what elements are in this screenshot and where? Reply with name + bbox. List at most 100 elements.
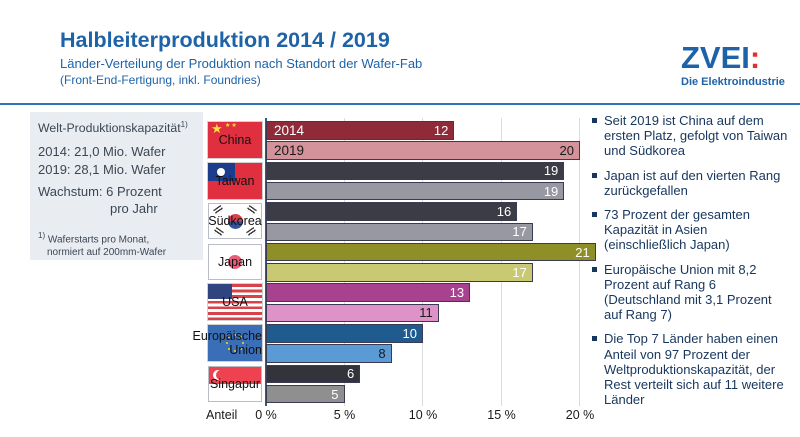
capacity-2019: 2019: 28,1 Mio. Wafer — [38, 161, 166, 177]
bar-value-label: 8 — [378, 346, 386, 362]
bar-value-label: 19 — [543, 183, 559, 199]
bar-2019-usa: 11 — [266, 303, 439, 323]
flag-band — [209, 366, 261, 384]
star-icon: ★ — [211, 121, 223, 136]
usa-flag-icon — [208, 284, 262, 321]
note-item: 73 Prozent der gesamten Kapazität in Asi… — [591, 207, 792, 253]
y-axis-line — [265, 118, 267, 406]
canton-shape — [208, 284, 232, 300]
trigram-icon — [246, 205, 257, 216]
gridline — [579, 118, 580, 406]
category-name-line: Union — [229, 343, 262, 357]
bar-2014-europ-ische-union: 10 — [266, 324, 423, 343]
bar-2019-china: 2019 20 — [266, 141, 580, 160]
stars-ring-icon — [234, 342, 236, 344]
category-name: Japan — [208, 242, 262, 282]
zvei-logo-mark: ZVEI: — [681, 42, 796, 73]
category-label-singapur: Singapur — [186, 364, 266, 404]
small-stars-icon: ★★ — [225, 123, 238, 129]
bar-value-label: 11 — [419, 305, 433, 321]
gridline — [343, 118, 345, 406]
bar-value-label: 17 — [512, 224, 527, 240]
note-item: Seit 2019 ist China auf dem ersten Platz… — [591, 113, 792, 159]
canton-shape — [208, 162, 235, 181]
zvei-logo-tagline: Die Elektroindustrie — [681, 76, 785, 88]
trigram-icon — [246, 227, 257, 238]
crescent-icon — [213, 369, 226, 380]
bar-value-label: 17 — [512, 264, 527, 280]
bar-value-label: 12 — [433, 122, 449, 138]
category-name: Europäische Union — [193, 323, 263, 363]
page-subtitle: Länder-Verteilung der Produktion nach St… — [60, 56, 423, 71]
japan-flag-icon — [208, 243, 262, 280]
bar-2019-s-dkorea: 17 — [266, 222, 533, 241]
bar-2014-japan: 21 — [266, 242, 596, 262]
bar-2019-singapur: 5 — [266, 384, 345, 404]
series-label: 2019 — [274, 142, 305, 158]
growth-line2: pro Jahr — [110, 201, 158, 217]
x-tick-label: 15 % — [487, 408, 516, 422]
note-item: Die Top 7 Länder haben einen Anteil von … — [591, 331, 792, 407]
zvei-logo: ZVEI: Die Elektroindustrie — [681, 42, 796, 88]
note-item: Japan ist auf den vierten Rang zurückgef… — [591, 168, 792, 198]
series-label: 2014 — [274, 122, 305, 138]
trigram-icon — [213, 205, 224, 216]
singapore-flag-icon — [208, 365, 262, 402]
header-divider — [0, 103, 800, 105]
key-findings-list: Seit 2019 ist China auf dem ersten Platz… — [591, 113, 792, 416]
bar-value-label: 19 — [543, 163, 559, 179]
category-name-line: China — [218, 133, 252, 147]
x-tick-label: 0 % — [255, 408, 277, 422]
growth-line1: Wachstum: 6 Prozent — [38, 184, 162, 200]
bar-value-label: 5 — [331, 386, 339, 402]
trigram-icon — [213, 227, 224, 238]
category-name: Singapur — [208, 364, 262, 404]
category-name-line: Japan — [217, 254, 253, 269]
bar-2014-china: 2014 12 — [266, 121, 455, 140]
zvei-logo-text: ZVEI — [681, 40, 750, 75]
category-name: China — [208, 120, 262, 160]
category-name-line: Singapur — [209, 376, 261, 391]
category-label-europ-ische-union: Europäische Union — [186, 323, 266, 363]
footnote: 1) Waferstarts pro Monat, normiert auf 20… — [38, 231, 196, 259]
bar-value-label: 6 — [346, 366, 355, 382]
bar-2014-taiwan: 19 — [266, 161, 565, 181]
x-tick-label: 5 % — [333, 408, 356, 422]
growth-rate: Wachstum: 6 Prozent pro Jahr — [38, 184, 196, 218]
x-axis-label: Anteil — [206, 408, 238, 422]
category-name: Taiwan — [208, 161, 262, 201]
note-item: Europäische Union mit 8,2 Prozent auf Ra… — [591, 262, 792, 323]
page-title: Halbleiterproduktion 2014 / 2019 — [60, 28, 390, 52]
x-tick-label: 20 % — [565, 408, 595, 422]
taegeuk-icon — [227, 213, 243, 229]
korea-flag-icon — [208, 203, 262, 240]
page-subtitle-note: (Front-End-Fertigung, inkl. Foundries) — [60, 73, 261, 87]
zvei-logo-colon: : — [749, 40, 761, 75]
china-flag-icon: ★ ★★ — [208, 121, 262, 158]
bar-value-label: 10 — [402, 325, 417, 341]
gridline — [500, 118, 502, 406]
sun-disc-icon — [228, 254, 242, 269]
category-name: Südkorea — [208, 201, 262, 241]
gridline — [422, 118, 423, 406]
category-name-line: Südkorea — [208, 214, 262, 229]
world-capacity-panel: Welt-Produktionskapazität1) 2014: 21,0 M… — [30, 112, 203, 260]
category-name-line: Europäische — [192, 329, 263, 343]
bar-2019-europ-ische-union: 8 — [266, 344, 392, 363]
eu-flag-icon — [208, 325, 262, 361]
footnote-line1: Waferstarts pro Monat, — [47, 234, 150, 246]
bar-value-label: 20 — [559, 143, 574, 159]
bar-2014-usa: 13 — [266, 283, 471, 302]
category-label-usa: USA — [186, 282, 266, 322]
category-name: USA — [208, 282, 262, 322]
bar-value-label: 13 — [449, 285, 465, 301]
footnote-line2: normiert auf 200mm-Wafer — [47, 247, 167, 259]
bar-value-label: 16 — [496, 203, 512, 219]
bar-2014-s-dkorea: 16 — [266, 202, 518, 221]
taiwan-flag-icon — [208, 162, 262, 199]
bar-2019-taiwan: 19 — [266, 181, 565, 201]
sun-icon — [217, 167, 225, 176]
bar-2014-singapur: 6 — [266, 364, 361, 384]
info-title: Welt-Produktionskapazität1) — [38, 120, 196, 135]
